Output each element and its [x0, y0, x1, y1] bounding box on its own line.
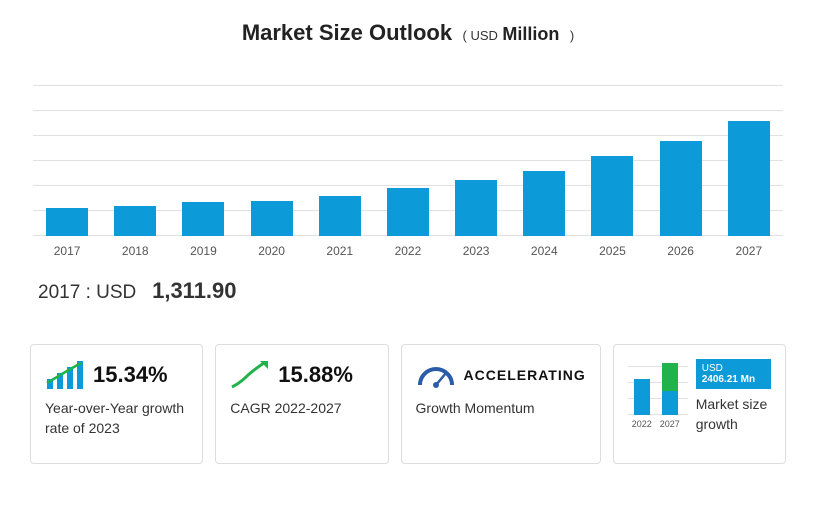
- growth-banner-space: [726, 363, 729, 374]
- x-axis-labels: 2017 2018 2019 2020 2021 2022 2023 2024 2025 2026…: [33, 244, 783, 258]
- growth-banner-prefix: USD: [702, 363, 723, 374]
- bar-chart: [33, 66, 783, 236]
- chart-subtitle-unit: Million: [502, 24, 559, 44]
- bar: [251, 201, 293, 236]
- bar: [182, 202, 224, 236]
- gauge-icon: [416, 359, 456, 391]
- card-yoy: 15.34% Year-over-Year growth rate of 202…: [30, 344, 203, 464]
- x-axis-label: 2021: [319, 244, 361, 258]
- bar: [728, 121, 770, 236]
- momentum-label: Growth Momentum: [416, 399, 586, 419]
- readout-sep: :: [86, 282, 97, 303]
- bar: [523, 171, 565, 236]
- chart-subtitle-suffix: ): [570, 28, 574, 43]
- card-growth: 2022 2027 USD 2406.21 Mn Market size grow…: [613, 344, 786, 464]
- bar: [114, 206, 156, 236]
- bar: [46, 208, 88, 236]
- readout-value: 1,311.90: [152, 278, 236, 303]
- value-readout: 2017 : USD 1,311.90: [38, 278, 786, 304]
- momentum-value: ACCELERATING: [464, 367, 586, 383]
- mini-bar-2022: [634, 379, 650, 415]
- x-axis-label: 2027: [728, 244, 770, 258]
- cagr-label: CAGR 2022-2027: [230, 399, 373, 419]
- mini-bar-chart: 2022 2027: [628, 359, 688, 429]
- bar: [387, 188, 429, 236]
- card-cagr: 15.88% CAGR 2022-2027: [215, 344, 388, 464]
- x-axis-label: 2026: [660, 244, 702, 258]
- readout-year: 2017: [38, 282, 80, 303]
- x-axis-label: 2018: [114, 244, 156, 258]
- mini-bar-2027-base: [662, 391, 678, 415]
- x-axis-label: 2024: [523, 244, 565, 258]
- chart-title-row: Market Size Outlook ( USD Million ): [30, 20, 786, 46]
- x-axis-label: 2023: [455, 244, 497, 258]
- chart-subtitle-prefix: ( USD: [463, 28, 498, 43]
- cagr-value: 15.88%: [278, 362, 353, 388]
- bar: [660, 141, 702, 236]
- growth-label: Market size growth: [696, 395, 771, 434]
- bar: [319, 196, 361, 236]
- x-axis-label: 2017: [46, 244, 88, 258]
- x-axis-label: 2019: [182, 244, 224, 258]
- bar-growth-icon: [45, 359, 85, 391]
- readout-space: [142, 282, 147, 303]
- stat-cards: 15.34% Year-over-Year growth rate of 202…: [30, 344, 786, 464]
- mini-grid-line: [628, 366, 688, 367]
- mini-label-2027: 2027: [660, 419, 680, 429]
- yoy-label: Year-over-Year growth rate of 2023: [45, 399, 188, 438]
- mini-bar-2027-growth: [662, 363, 678, 391]
- card-momentum: ACCELERATING Growth Momentum: [401, 344, 601, 464]
- readout-currency: USD: [96, 282, 136, 303]
- growth-banner: USD 2406.21 Mn: [696, 359, 771, 389]
- growth-banner-value: 2406.21 Mn: [702, 374, 755, 385]
- trend-up-icon: [230, 359, 270, 391]
- chart-title: Market Size Outlook: [242, 20, 452, 45]
- bar: [591, 156, 633, 236]
- bar: [455, 180, 497, 236]
- mini-label-2022: 2022: [632, 419, 652, 429]
- yoy-value: 15.34%: [93, 362, 168, 388]
- x-axis-label: 2022: [387, 244, 429, 258]
- x-axis-label: 2025: [591, 244, 633, 258]
- x-axis-label: 2020: [251, 244, 293, 258]
